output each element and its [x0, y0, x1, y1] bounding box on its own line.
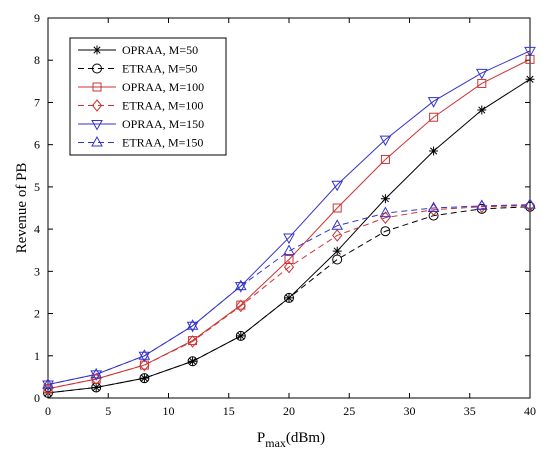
data-point-5	[90, 367, 103, 379]
y-tick-label: 0	[34, 391, 40, 405]
data-point-5	[524, 198, 536, 209]
data-point-4	[42, 380, 54, 392]
legend-marker	[92, 63, 102, 74]
data-point-1	[284, 292, 294, 303]
legend-marker	[92, 45, 102, 55]
data-point-5	[234, 279, 247, 291]
legend-entry: OPRAA, M=150	[122, 117, 204, 131]
data-point-1	[187, 356, 198, 367]
data-point-5	[427, 201, 440, 212]
data-point-0	[236, 331, 246, 341]
legend-marker	[92, 82, 102, 92]
x-tick-label: 25	[343, 404, 355, 418]
legend-entry: ETRAA, M=50	[122, 62, 197, 76]
x-tick-label: 35	[464, 404, 476, 418]
axis-ticks: 0 5 10 15 20 25 30 35 40 0 1 2 3 4 5 6 7 8 9	[34, 11, 536, 418]
data-point-0	[188, 356, 198, 366]
y-tick-label: 5	[34, 180, 40, 194]
data-point-4	[186, 321, 199, 333]
data-point-0	[525, 74, 535, 84]
data-point-4	[90, 370, 103, 381]
data-point-0	[477, 105, 487, 115]
x-axis-label-sub: max	[265, 436, 286, 450]
x-tick-label: 5	[105, 404, 111, 418]
x-axis-label: Pmax(dBm)	[257, 430, 325, 450]
data-point-4	[331, 180, 344, 192]
data-point-0	[429, 146, 439, 156]
legend-marker	[91, 99, 103, 112]
y-tick-label: 6	[34, 138, 40, 152]
legend-entry: ETRAA, M=150	[122, 136, 203, 150]
data-point-0	[380, 194, 390, 204]
data-point-5	[331, 219, 344, 230]
data-point-5	[475, 199, 488, 210]
legend-marker	[91, 135, 103, 147]
legend-entry: OPRAA, M=50	[122, 43, 198, 57]
data-point-5	[186, 319, 199, 330]
y-tick-label: 9	[34, 11, 40, 25]
data-point-5	[42, 377, 54, 389]
series-markers	[42, 46, 536, 398]
data-point-5	[138, 349, 151, 360]
legend-marker	[91, 120, 103, 131]
data-point-1	[235, 330, 246, 341]
x-tick-label: 10	[163, 404, 175, 418]
data-point-0	[91, 382, 101, 392]
data-point-4	[138, 351, 151, 363]
data-point-1	[332, 254, 343, 265]
data-point-0	[139, 373, 149, 383]
data-point-4	[234, 282, 247, 293]
y-tick-label: 8	[34, 53, 40, 67]
y-tick-label: 1	[34, 349, 40, 363]
legend-entry: OPRAA, M=100	[122, 80, 204, 94]
data-point-3	[283, 260, 295, 274]
data-point-4	[475, 68, 488, 80]
data-point-0	[332, 246, 342, 256]
data-point-1	[380, 226, 391, 237]
data-point-4	[524, 46, 536, 58]
y-tick-label: 4	[34, 222, 40, 236]
y-tick-label: 7	[34, 95, 40, 109]
data-point-3	[332, 229, 343, 242]
data-point-2	[380, 154, 390, 164]
data-point-3	[380, 211, 391, 225]
legend: OPRAA, M=50 ETRAA, M=50 OPRAA, M=100 ETRAA,…	[69, 37, 227, 156]
data-point-4	[379, 135, 392, 147]
data-point-4	[427, 97, 440, 108]
y-tick-label: 3	[34, 264, 40, 278]
data-point-3	[235, 299, 246, 313]
x-tick-label: 20	[283, 404, 295, 418]
x-tick-label: 40	[524, 404, 536, 418]
x-axis-label-unit: (dBm)	[286, 430, 325, 446]
series-line-5	[47, 204, 531, 385]
data-point-2	[477, 78, 487, 88]
data-point-0	[284, 293, 294, 303]
data-point-3	[187, 335, 198, 348]
x-tick-label: 15	[223, 404, 235, 418]
x-axis-label-main: P	[257, 430, 265, 446]
data-point-2	[332, 203, 342, 213]
data-point-2	[284, 255, 294, 265]
data-point-3	[42, 382, 54, 396]
y-tick-label: 2	[34, 307, 40, 321]
series-line-3	[47, 204, 531, 390]
y-axis-label: Revenue of PB	[14, 163, 30, 254]
data-point-5	[379, 206, 392, 218]
x-tick-label: 0	[45, 404, 51, 418]
data-point-1	[139, 373, 150, 384]
data-point-3	[139, 358, 150, 372]
legend-box	[69, 37, 227, 156]
legend-entry: ETRAA, M=100	[122, 99, 203, 113]
data-point-5	[283, 244, 295, 256]
x-tick-label: 30	[404, 404, 416, 418]
data-point-2	[429, 112, 439, 122]
data-point-2	[525, 54, 535, 64]
data-point-3	[91, 372, 102, 386]
data-point-4	[283, 233, 295, 245]
